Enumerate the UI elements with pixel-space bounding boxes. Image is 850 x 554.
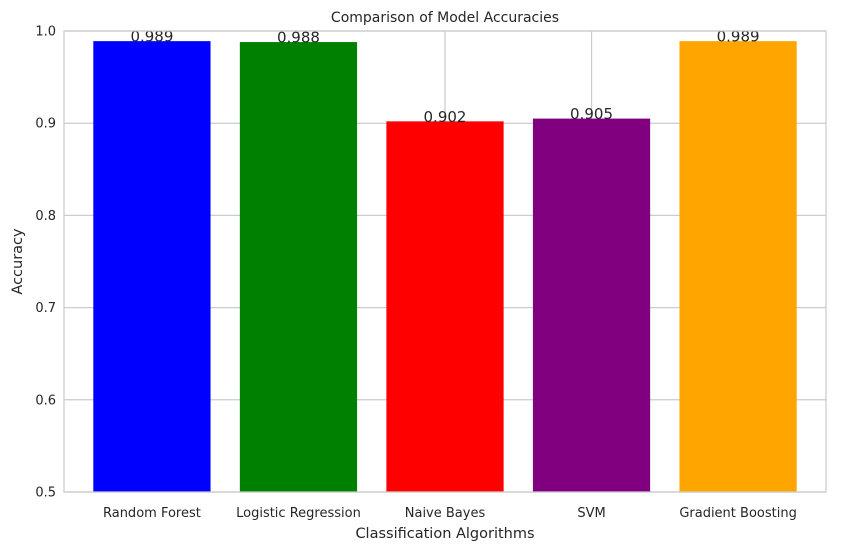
data-labels: 0.989 0.988 0.902 0.905 0.989 xyxy=(130,28,759,126)
plot-frame xyxy=(63,30,827,493)
bars xyxy=(93,41,797,493)
data-label: 0.988 xyxy=(277,29,320,47)
x-axis-label: Classification Algorithms xyxy=(355,526,534,542)
x-tick-label: Random Forest xyxy=(103,506,201,521)
x-tick-label: SVM xyxy=(577,506,605,521)
data-label: 0.989 xyxy=(717,28,760,46)
y-tick-label: 0.7 xyxy=(35,301,56,316)
bar xyxy=(679,41,797,492)
y-tick-label: 0.6 xyxy=(35,393,56,408)
y-axis-label: Accuracy xyxy=(10,228,26,295)
bar xyxy=(386,121,504,492)
x-tick-label: Gradient Boosting xyxy=(679,506,797,521)
y-tick-label: 1.0 xyxy=(35,25,56,40)
chart-title: Comparison of Model Accuracies xyxy=(331,10,559,26)
x-tick-labels: Random Forest Logistic Regression Naive Ba… xyxy=(103,506,797,521)
data-label: 0.902 xyxy=(424,108,467,126)
bar xyxy=(93,41,211,492)
x-tick-label: Logistic Regression xyxy=(236,506,361,521)
data-label: 0.905 xyxy=(570,105,613,123)
bar xyxy=(239,42,358,493)
data-label: 0.989 xyxy=(130,28,173,46)
bar xyxy=(532,118,651,492)
y-tick-label: 0.9 xyxy=(35,117,56,132)
y-tick-labels: 0.5 0.6 0.7 0.8 0.9 1.0 xyxy=(35,25,56,501)
x-tick-label: Naive Bayes xyxy=(405,506,486,521)
y-tick-label: 0.5 xyxy=(35,486,56,501)
y-tick-label: 0.8 xyxy=(35,209,56,224)
